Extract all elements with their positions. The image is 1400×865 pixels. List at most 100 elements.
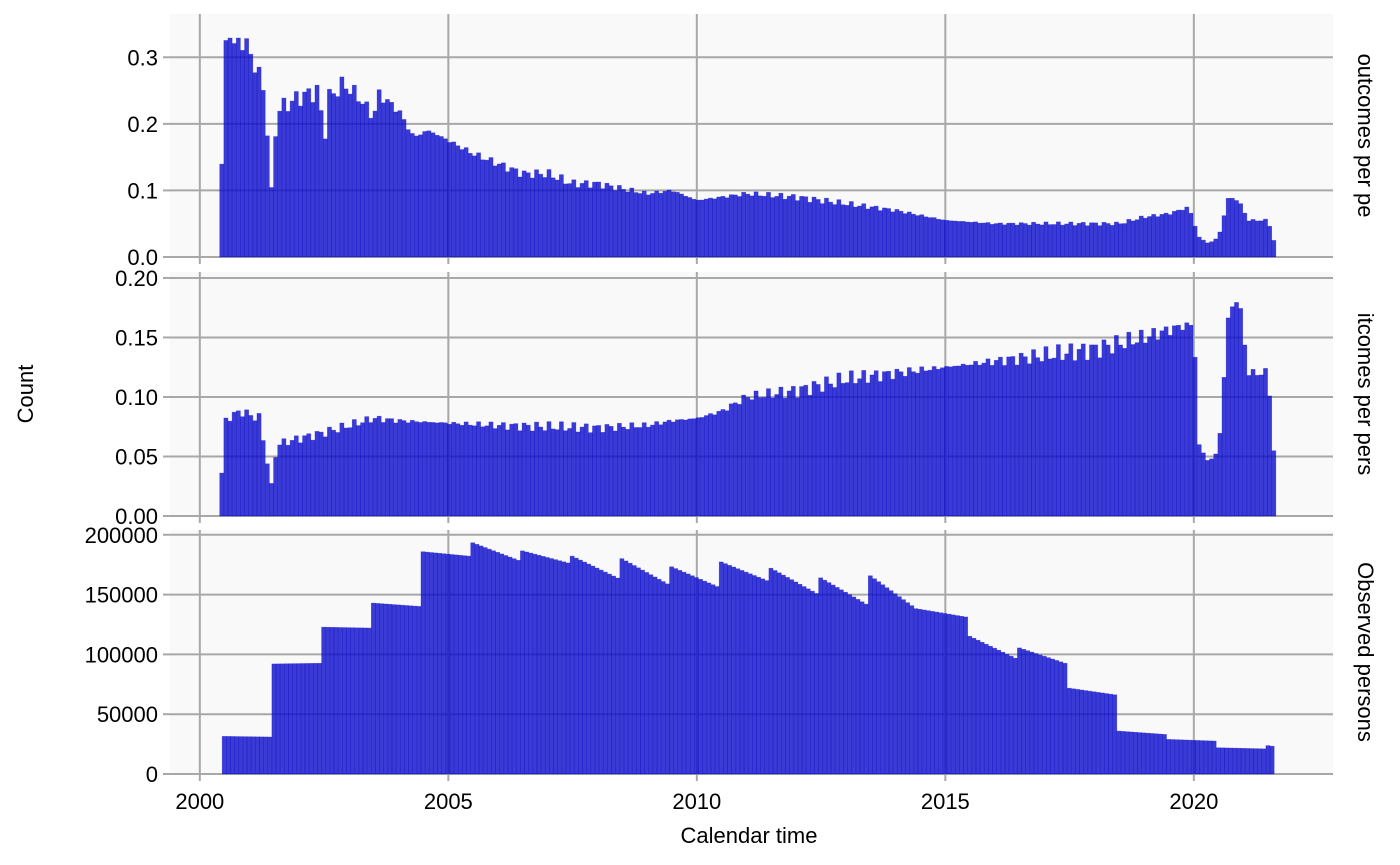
- bar: [486, 548, 492, 775]
- bar: [1271, 240, 1277, 258]
- bar: [1018, 352, 1024, 517]
- bar: [822, 579, 828, 775]
- bar: [1105, 344, 1111, 517]
- y-tick-label: 0.15: [115, 325, 158, 350]
- bar: [341, 627, 347, 775]
- bar: [757, 397, 763, 517]
- bar: [277, 444, 283, 517]
- bar: [1261, 748, 1267, 775]
- bar: [567, 183, 573, 258]
- bar: [424, 551, 430, 775]
- bar: [1220, 747, 1225, 775]
- bar: [300, 663, 306, 775]
- bar: [592, 181, 597, 258]
- bar: [805, 588, 811, 775]
- bar: [329, 627, 335, 775]
- bar: [459, 149, 465, 258]
- bar: [248, 53, 254, 258]
- bar: [525, 172, 531, 258]
- bar: [337, 627, 343, 775]
- bar: [1051, 224, 1057, 258]
- bar: [810, 590, 815, 775]
- bar: [724, 410, 730, 517]
- bar: [554, 429, 560, 517]
- bar: [625, 191, 631, 258]
- bar: [691, 198, 697, 258]
- bar: [865, 208, 871, 258]
- bar: [559, 421, 564, 517]
- bar: [227, 37, 233, 258]
- bar: [443, 422, 448, 517]
- bar: [872, 578, 877, 775]
- x-tick-label: 2005: [424, 789, 473, 814]
- bar: [505, 171, 510, 258]
- bar: [600, 432, 606, 517]
- bar: [687, 197, 693, 258]
- bar: [940, 219, 945, 258]
- bar: [898, 210, 904, 258]
- bar: [360, 422, 365, 517]
- bar: [869, 374, 875, 517]
- bar: [641, 422, 647, 517]
- bar: [1242, 344, 1248, 517]
- bar: [927, 217, 933, 258]
- bar: [1014, 224, 1020, 258]
- bar: [1018, 222, 1024, 258]
- bar: [331, 93, 336, 258]
- bar: [1149, 733, 1155, 775]
- bar: [1137, 732, 1142, 775]
- bar: [636, 567, 641, 775]
- bar: [1017, 647, 1022, 775]
- bar: [579, 183, 585, 258]
- bar: [602, 571, 608, 775]
- bar: [594, 567, 600, 775]
- bar: [227, 420, 233, 517]
- bar: [993, 223, 999, 258]
- bar: [1080, 222, 1086, 258]
- bar: [259, 736, 264, 775]
- bar: [1166, 739, 1171, 775]
- bar: [832, 204, 838, 258]
- bar: [362, 627, 368, 775]
- bar: [640, 569, 645, 775]
- bar: [430, 132, 436, 258]
- bar: [977, 222, 983, 258]
- bar: [484, 425, 490, 517]
- bar: [292, 663, 298, 775]
- bar: [967, 635, 973, 775]
- bar: [815, 384, 821, 517]
- bar: [246, 736, 252, 775]
- bar: [366, 627, 372, 775]
- bar: [857, 205, 862, 258]
- bar: [989, 365, 995, 517]
- bar: [844, 382, 850, 517]
- bar: [934, 611, 940, 775]
- bar: [743, 571, 749, 775]
- bar: [318, 431, 324, 517]
- bar: [1257, 748, 1263, 775]
- bar: [1225, 198, 1231, 258]
- bar: [679, 419, 684, 517]
- bar: [1141, 732, 1147, 775]
- bar: [445, 553, 451, 775]
- bar: [666, 189, 672, 258]
- bar: [1258, 220, 1264, 258]
- bar: [534, 169, 539, 258]
- bar: [235, 37, 241, 258]
- bar: [1180, 329, 1186, 517]
- bar: [1176, 324, 1181, 517]
- bar: [1054, 660, 1060, 775]
- bar: [1265, 745, 1271, 775]
- strip: Observed persons: [1353, 562, 1378, 742]
- bar: [731, 566, 737, 775]
- bar: [888, 590, 894, 775]
- bar: [1062, 662, 1068, 775]
- bar: [959, 615, 964, 775]
- bar: [1147, 336, 1152, 517]
- bar: [1172, 325, 1177, 517]
- bars: [219, 302, 1277, 517]
- bar: [1108, 693, 1113, 775]
- bar: [264, 135, 270, 258]
- bar: [314, 84, 320, 258]
- bar: [973, 221, 978, 258]
